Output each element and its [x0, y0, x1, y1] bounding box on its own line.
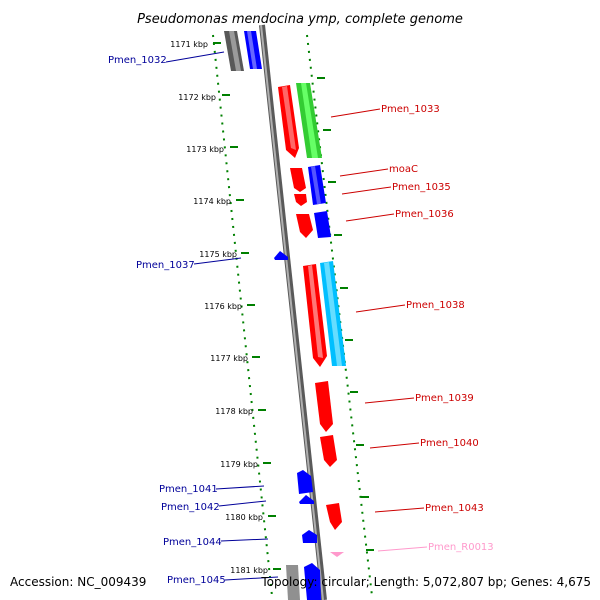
- kbp-label: 1173 kbp: [186, 145, 224, 154]
- gene-label[interactable]: Pmen_1045: [167, 575, 226, 586]
- gene-moaC-arrow[interactable]: [290, 168, 306, 192]
- kbp-ticks: [213, 42, 374, 570]
- leader-line: [377, 546, 428, 552]
- left-boundary-dots: [212, 34, 273, 597]
- kbp-label: 1181 kbp: [230, 566, 268, 575]
- kbp-label: 1179 kbp: [220, 460, 258, 469]
- gene-Pmen_1044-arrow[interactable]: [302, 530, 317, 543]
- gene-moaC-arrow[interactable]: [311, 166, 321, 204]
- gene-label[interactable]: Pmen_1033: [381, 104, 440, 115]
- gene-label[interactable]: Pmen_1041: [159, 484, 218, 495]
- gene-moaC-arrow[interactable]: [294, 194, 307, 206]
- leader-line: [355, 304, 406, 313]
- genome-backbone-highlight: [260, 24, 324, 600]
- left-gene-labels: Pmen_1032 Pmen_1037 Pmen_1041 Pmen_1042 …: [108, 55, 226, 586]
- left-leader-lines: [165, 51, 279, 581]
- kbp-label: 1175 kbp: [199, 250, 237, 259]
- leader-line: [224, 576, 279, 581]
- kbp-label: 1177 kbp: [210, 354, 248, 363]
- kbp-label: 1174 kbp: [193, 197, 231, 206]
- leader-line: [374, 507, 425, 513]
- gene-Pmen_1043-arrow[interactable]: [326, 503, 342, 530]
- leader-line: [341, 186, 392, 195]
- gene-features: [224, 31, 346, 600]
- genome-summary-text: Topology: circular; Length: 5,072,807 bp…: [260, 575, 591, 589]
- right-gene-labels: Pmen_1033 moaC Pmen_1035 Pmen_1036 Pmen_…: [381, 104, 494, 553]
- leader-line: [193, 257, 242, 265]
- gene-Pmen_1040-arrow[interactable]: [320, 435, 337, 467]
- gene-label[interactable]: Pmen_1035: [392, 182, 451, 193]
- gene-Pmen_1033-arrow[interactable]: [301, 83, 318, 158]
- right-leader-lines: [330, 108, 428, 552]
- gene-label[interactable]: Pmen_1043: [425, 503, 484, 514]
- kbp-label: 1172 kbp: [178, 93, 216, 102]
- gene-Pmen_1045-arrow[interactable]: [304, 563, 321, 600]
- leader-line: [215, 485, 265, 490]
- kbp-label: 1171 kbp: [170, 40, 208, 49]
- gene-Pmen_1036-arrow[interactable]: [296, 214, 313, 238]
- kbp-labels: 1171 kbp 1172 kbp 1173 kbp 1174 kbp 1175…: [170, 40, 268, 575]
- leader-line: [369, 442, 420, 449]
- gene-Pmen_1037-arrow[interactable]: [274, 251, 288, 260]
- gene-label[interactable]: Pmen_1040: [420, 438, 479, 449]
- gene-Pmen_1032-arrow[interactable]: [247, 31, 257, 69]
- gene-label[interactable]: Pmen_1042: [161, 502, 220, 513]
- kbp-label: 1180 kbp: [225, 513, 263, 522]
- leader-line: [218, 500, 267, 507]
- leader-line: [345, 213, 395, 222]
- gene-label[interactable]: Pmen_1036: [395, 209, 454, 220]
- genome-title: Pseudomonas mendocina ymp, complete geno…: [137, 12, 463, 27]
- gene-Pmen_1045-arrow[interactable]: [286, 565, 300, 600]
- gene-label[interactable]: Pmen_1039: [415, 393, 474, 404]
- gene-Pmen_1038-arrow[interactable]: [324, 262, 342, 366]
- gene-label[interactable]: moaC: [389, 164, 418, 175]
- gene-label[interactable]: Pmen_R0013: [428, 542, 494, 553]
- gene-Pmen_1041-arrow[interactable]: [297, 470, 313, 494]
- gene-Pmen_1042-arrow[interactable]: [299, 495, 314, 504]
- gene-label[interactable]: Pmen_1032: [108, 55, 167, 66]
- gene-label[interactable]: Pmen_1038: [406, 300, 465, 311]
- kbp-label: 1176 kbp: [204, 302, 242, 311]
- gene-Pmen_R0013-arrow[interactable]: [330, 552, 344, 557]
- leader-line: [220, 538, 269, 542]
- leader-line: [165, 51, 225, 63]
- leader-line: [339, 168, 389, 177]
- accession-text: Accession: NC_009439: [10, 575, 146, 589]
- gene-label[interactable]: Pmen_1044: [163, 537, 222, 548]
- gene-Pmen_1039-arrow[interactable]: [315, 381, 333, 432]
- kbp-label: 1178 kbp: [215, 407, 253, 416]
- gene-Pmen_1038-arrow[interactable]: [308, 265, 323, 358]
- gene-label[interactable]: Pmen_1037: [136, 260, 195, 271]
- gene-Pmen_1033-arrow[interactable]: [282, 86, 296, 150]
- gene-Pmen_1032-arrow[interactable]: [229, 31, 241, 71]
- leader-line: [330, 108, 381, 118]
- gene-Pmen_1036-arrow[interactable]: [314, 211, 331, 238]
- leader-line: [364, 397, 415, 404]
